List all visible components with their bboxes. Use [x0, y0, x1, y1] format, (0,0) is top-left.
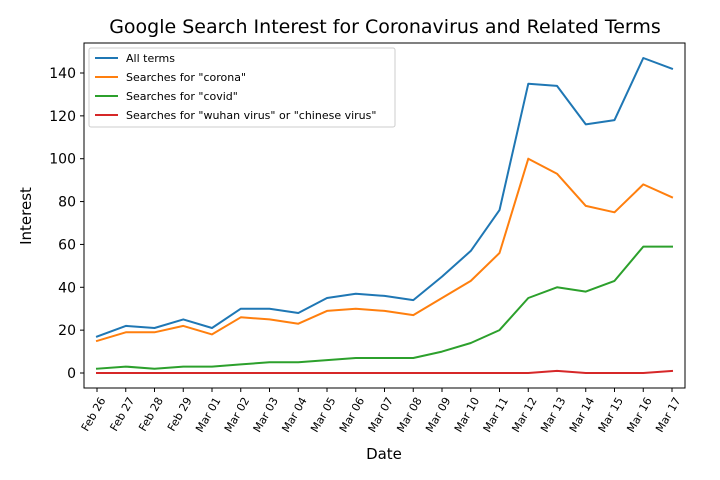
legend-label-0: All terms	[126, 52, 175, 65]
y-axis-label: Interest	[17, 187, 35, 245]
series-line-3	[96, 369, 674, 374]
series-line-1	[95, 157, 674, 343]
legend: All terms Searches for "corona" Searches f…	[88, 47, 396, 128]
y-tick-label: 60	[58, 237, 76, 253]
series-line-2	[95, 245, 673, 370]
x-axis-label: Date	[366, 445, 402, 463]
y-tick-label: 100	[49, 152, 76, 168]
y-tick-label: 140	[49, 66, 76, 82]
legend-label-1: Searches for "corona"	[126, 71, 246, 84]
series-layer	[95, 57, 674, 374]
legend-box	[88, 47, 396, 128]
y-tick-label: 40	[58, 280, 76, 296]
legend-label-3: Searches for "wuhan virus" or "chinese v…	[126, 109, 376, 122]
plot-frame	[83, 42, 686, 389]
y-tick-label: 120	[49, 109, 76, 125]
series-line-0	[95, 57, 674, 338]
chart-title: Google Search Interest for Coronavirus a…	[109, 16, 661, 38]
y-tick-label: 0	[67, 366, 76, 382]
legend-label-2: Searches for "covid"	[126, 90, 238, 103]
y-tick-label: 20	[58, 323, 76, 339]
y-axis-ticks: 0 20 40 60 80 100 120 140	[49, 66, 84, 382]
y-tick-label: 80	[58, 195, 76, 211]
